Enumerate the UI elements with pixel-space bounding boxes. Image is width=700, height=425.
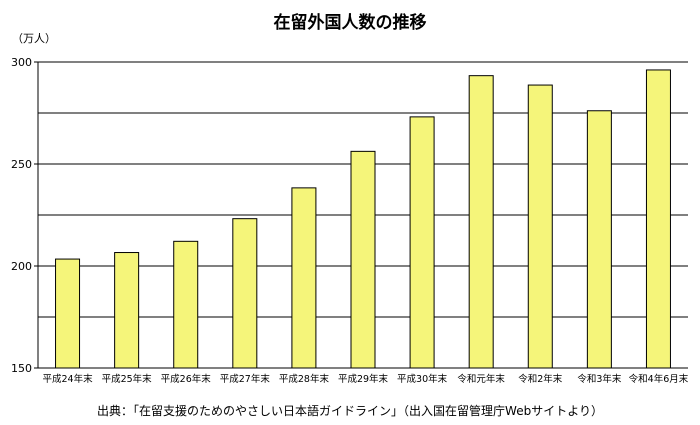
x-tick-label: 平成26年末	[161, 373, 212, 385]
x-tick-label: 令和元年末	[457, 373, 505, 385]
bar	[55, 258, 81, 369]
x-tick-label: 平成24年末	[42, 373, 93, 385]
x-tick-label: 令和3年末	[577, 373, 622, 385]
y-tick-label: 250	[11, 158, 32, 171]
x-tick-label: 平成25年末	[102, 373, 153, 385]
bar	[586, 110, 612, 369]
source-note: 出典：「在留支援のためのやさしい日本語ガイドライン」（出入国在留管理庁Webサイ…	[97, 404, 603, 418]
bar	[645, 69, 671, 369]
x-tick-label: 令和2年末	[518, 373, 563, 385]
bar	[468, 75, 494, 369]
bar	[409, 116, 435, 369]
chart-title: 在留外国人数の推移	[273, 13, 427, 33]
bar	[350, 150, 376, 369]
y-tick-label: 150	[11, 362, 32, 375]
x-tick-label: 平成28年末	[279, 373, 330, 385]
bar	[291, 187, 317, 369]
bar	[527, 84, 553, 369]
x-tick-label: 平成30年末	[397, 373, 448, 385]
y-tick-label: 300	[11, 56, 32, 69]
x-tick-label: 令和4年6月末	[629, 373, 689, 385]
bar	[114, 252, 140, 369]
bar	[232, 218, 258, 369]
x-tick-label: 平成27年末	[220, 373, 271, 385]
bar	[173, 240, 199, 369]
x-tick-label: 平成29年末	[338, 373, 389, 385]
y-axis-unit-label: （万人）	[12, 32, 56, 45]
y-tick-label: 200	[11, 260, 32, 273]
